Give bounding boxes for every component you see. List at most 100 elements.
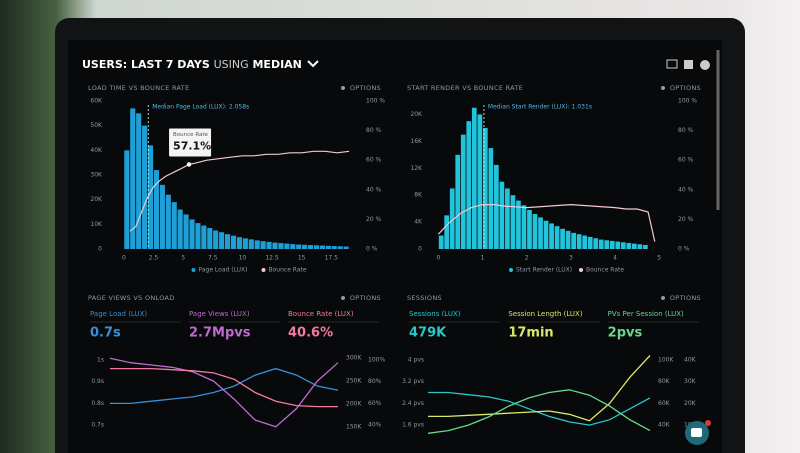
bar [171, 202, 177, 249]
bar [466, 121, 472, 249]
y-tick-label: 40K [90, 147, 103, 154]
bar [615, 241, 621, 249]
y-tick-label: 12K [410, 165, 423, 172]
legend-label: Bounce Rate [269, 267, 307, 274]
bar [242, 238, 248, 249]
header-using: USING [214, 58, 249, 71]
bar [124, 150, 130, 249]
bar [560, 228, 565, 249]
bar [444, 215, 450, 249]
bar [494, 164, 499, 249]
legend-swatch [191, 268, 196, 272]
x-tick-label: 0 [437, 255, 441, 262]
bar [331, 246, 337, 249]
bar [460, 134, 466, 249]
header-title: USERS: LAST 7 DAYS USING MEDIAN [82, 58, 302, 71]
header-stat: MEDIAN [252, 58, 301, 71]
legend-swatch [509, 268, 513, 272]
bar [319, 245, 325, 249]
bar [278, 243, 284, 249]
y-tick-label: 20 % [678, 216, 694, 223]
monitor-icon[interactable] [666, 59, 678, 69]
y-tick-label: 20K [410, 111, 423, 118]
y-tick-label: 30K [684, 378, 697, 385]
median-label: Median Start Render (LUX): 1.031s [488, 104, 592, 111]
bar [620, 242, 626, 249]
panel-options[interactable]: OPTIONS [670, 84, 701, 92]
bar [477, 114, 483, 249]
bar [482, 127, 488, 249]
bar [213, 230, 219, 249]
bar [153, 170, 160, 249]
bar [631, 243, 637, 249]
y-tick-label: 16K [410, 138, 423, 145]
x-tick-label: 17.5 [325, 255, 339, 262]
y-tick-label: 0.9s [91, 378, 104, 385]
y-tick-label: 0.8s [91, 400, 104, 407]
y-tick-label: 0 [418, 246, 422, 253]
y-tick-label: 4K [414, 219, 423, 226]
panel-options[interactable]: OPTIONS [350, 294, 381, 302]
bar [201, 225, 207, 249]
header-period: LAST 7 DAYS [131, 58, 210, 71]
chat-icon [691, 428, 702, 437]
chat-badge [705, 420, 711, 426]
x-tick-label: 15 [298, 255, 306, 262]
bar [565, 230, 571, 249]
x-tick-label: 5 [657, 255, 661, 262]
y-tick-label: 100 % [366, 98, 385, 105]
y-tick-label: 20 % [366, 216, 382, 223]
panel-title: START RENDER VS BOUNCE RATE [407, 84, 523, 92]
y-tick-label: 2.4 pvs [402, 400, 424, 407]
help-icon[interactable] [700, 60, 710, 70]
y-tick-label: 40 % [366, 186, 382, 193]
metric-label: Page Views (LUX) [189, 310, 250, 318]
y-tick-label: 40 % [678, 186, 694, 193]
bar [609, 240, 615, 249]
y-tick-label: 40K [658, 422, 671, 429]
bar [147, 145, 154, 249]
panel-options[interactable]: OPTIONS [350, 84, 381, 92]
y-tick-label: 1.6 pvs [402, 422, 424, 429]
bar [637, 244, 643, 249]
metric-value: 2.7Mpvs [189, 326, 251, 341]
series-line [428, 391, 651, 426]
x-tick-label: 2.5 [149, 255, 159, 262]
x-tick-label: 12.5 [265, 255, 279, 262]
y-tick-label: 30K [90, 172, 103, 179]
x-tick-label: 3 [569, 255, 573, 262]
image-icon[interactable] [684, 60, 693, 69]
bar [455, 154, 461, 249]
y-tick-label: 60K [90, 98, 103, 105]
bar [505, 188, 510, 249]
bar [516, 200, 521, 249]
y-tick-label: 8K [414, 192, 423, 199]
y-tick-label: 80K [658, 378, 671, 385]
bar [438, 235, 444, 249]
series-line [109, 357, 339, 428]
y-tick-label: 20K [684, 400, 697, 407]
legend-swatch [579, 268, 583, 272]
bar [626, 242, 632, 249]
bar [471, 107, 477, 250]
bar [189, 219, 195, 249]
y-tick-label: 4 pvs [408, 356, 424, 363]
bar [230, 235, 237, 249]
y-tick-label: 0 % [366, 246, 378, 253]
y-tick-label: 40K [684, 356, 697, 363]
panel-options[interactable]: OPTIONS [670, 294, 701, 302]
bar [543, 220, 549, 249]
panel-title: PAGE VIEWS VS ONLOAD [88, 294, 175, 302]
bar [643, 244, 648, 249]
metric-label: PVs Per Session (LUX) [608, 310, 684, 318]
dropdown-arrow[interactable] [307, 60, 319, 68]
legend-label: Bounce Rate [586, 267, 624, 274]
bar [449, 188, 455, 249]
x-tick-label: 4 [613, 255, 617, 262]
bar [142, 125, 148, 249]
bar [302, 244, 308, 249]
bar [510, 195, 516, 249]
y-tick-label: 10K [90, 221, 103, 228]
